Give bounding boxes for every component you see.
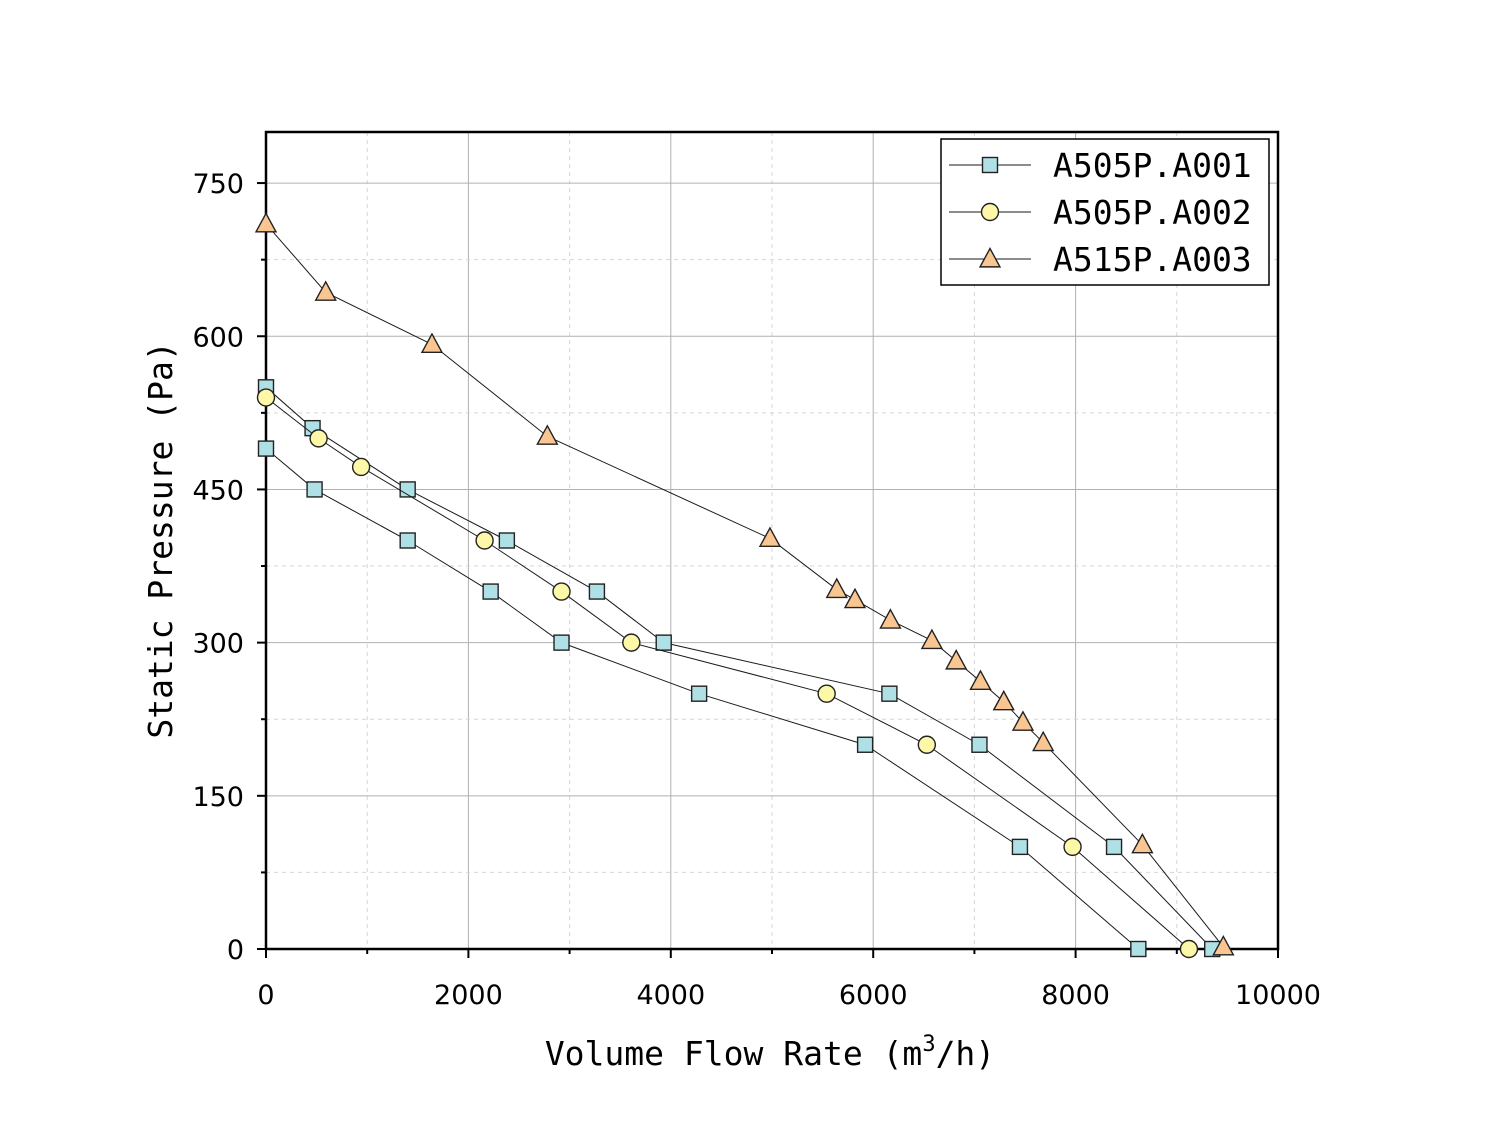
data-point xyxy=(1032,730,1055,752)
data-point xyxy=(690,685,708,702)
y-tick-label: 150 xyxy=(192,782,244,813)
data-point xyxy=(351,457,371,477)
y-axis-title: Static Pressure (Pa) xyxy=(141,341,180,738)
data-point xyxy=(552,582,571,601)
data-point xyxy=(309,429,328,448)
x-axis-title-superscript: 3 xyxy=(922,1032,935,1057)
grid xyxy=(266,132,1278,949)
data-point xyxy=(655,634,672,651)
series-line xyxy=(265,386,1213,950)
data-point xyxy=(256,388,276,407)
data-point xyxy=(1130,940,1147,958)
series-line xyxy=(265,397,1190,950)
series-A515P.A003 xyxy=(254,211,1235,956)
data-point xyxy=(758,526,782,548)
data-point xyxy=(254,211,278,233)
data-point xyxy=(920,628,944,650)
data-point xyxy=(536,424,559,445)
legend-label: A515P.A003 xyxy=(1053,240,1252,279)
data-point xyxy=(399,481,416,498)
data-point xyxy=(314,280,337,301)
legend-marker xyxy=(980,202,1000,222)
y-tick-label: 750 xyxy=(192,169,244,200)
legend-label: A505P.A002 xyxy=(1053,193,1252,232)
series-line xyxy=(265,223,1224,948)
legend: A505P.A001 A505P.A002 A515P.A003 xyxy=(940,138,1270,286)
data-point xyxy=(1179,939,1199,959)
data-point xyxy=(1011,838,1029,856)
data-point xyxy=(553,634,570,651)
data-point xyxy=(817,684,836,703)
data-point xyxy=(825,577,848,599)
data-point xyxy=(945,649,968,670)
data-point xyxy=(843,587,867,609)
data-point xyxy=(917,735,937,754)
y-tick-label: 0 xyxy=(227,935,244,966)
data-point xyxy=(588,583,606,600)
series-layer xyxy=(254,211,1235,959)
axes: 0 2000 4000 6000 8000 10000 0 150 300 450 600 750 xyxy=(192,130,1321,1011)
data-point xyxy=(420,332,444,353)
data-point xyxy=(1212,934,1235,956)
data-point xyxy=(1105,838,1123,856)
data-point xyxy=(1063,837,1082,857)
data-point xyxy=(1131,832,1154,854)
x-tick-label: 10000 xyxy=(1235,980,1321,1011)
data-point xyxy=(992,689,1015,711)
data-point xyxy=(881,685,898,702)
data-point xyxy=(622,633,641,652)
data-point xyxy=(1011,710,1035,731)
x-axis-title: Volume Flow Rate (m3/h) xyxy=(545,1032,995,1073)
y-tick-label: 450 xyxy=(192,475,244,506)
data-point xyxy=(399,532,416,549)
legend-label: A505P.A001 xyxy=(1053,146,1252,185)
data-point xyxy=(969,669,992,691)
legend-marker xyxy=(978,247,1002,268)
data-point xyxy=(306,481,323,498)
data-point xyxy=(482,583,499,600)
data-point xyxy=(257,440,275,457)
x-tick-label: 6000 xyxy=(839,980,908,1011)
data-point xyxy=(856,736,874,753)
x-tick-label: 8000 xyxy=(1041,980,1110,1011)
x-tick-label: 4000 xyxy=(636,980,705,1011)
data-point xyxy=(971,736,988,753)
data-point xyxy=(475,531,494,550)
legend-marker xyxy=(981,156,999,174)
data-point xyxy=(498,532,516,549)
y-tick-label: 600 xyxy=(192,322,244,353)
x-tick-label: 2000 xyxy=(434,980,503,1011)
x-tick-label: 0 xyxy=(257,980,274,1011)
data-point xyxy=(879,608,902,629)
y-tick-label: 300 xyxy=(192,629,244,660)
series-A505P.A002 xyxy=(256,388,1199,959)
